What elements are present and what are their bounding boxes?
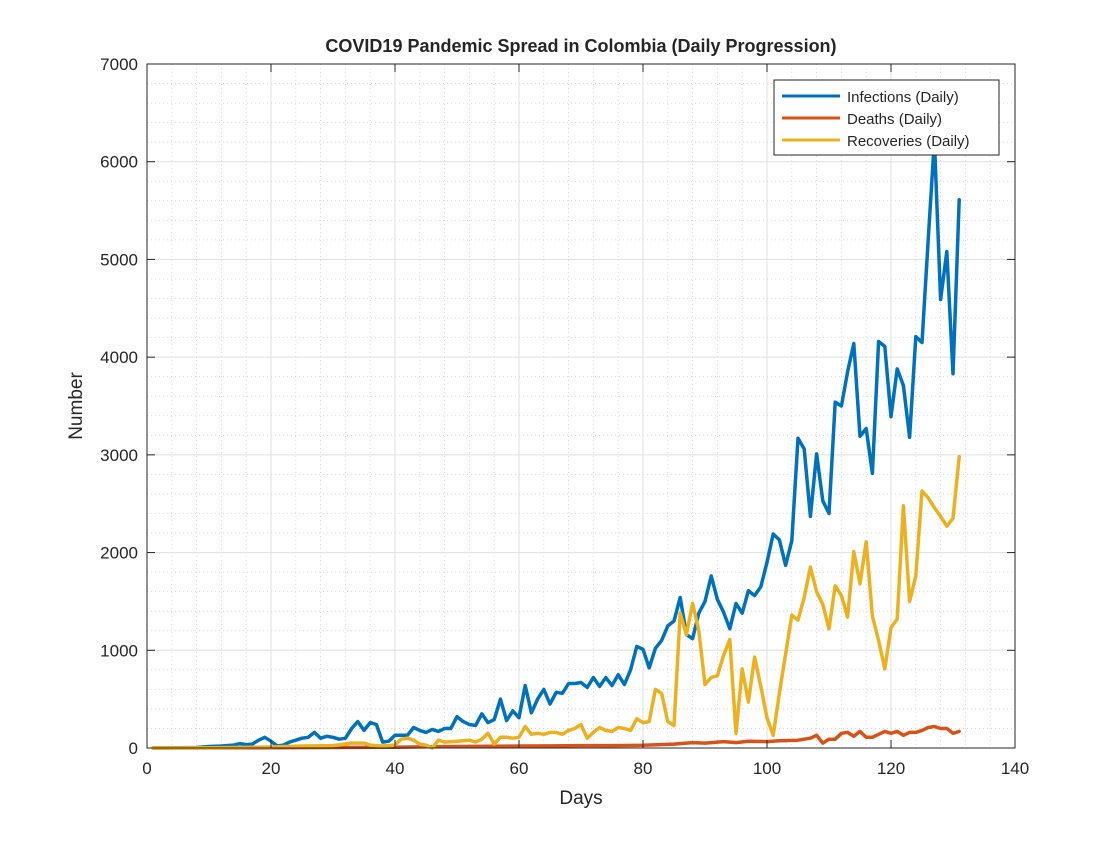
y-axis-label: Number — [66, 372, 87, 440]
y-tick-label: 6000 — [100, 153, 138, 172]
y-tick-label: 3000 — [100, 446, 138, 465]
y-tick-labels: 0 1000 2000 3000 4000 5000 6000 7000 — [100, 55, 138, 758]
series-line-deaths — [151, 724, 961, 750]
minor-grid — [147, 64, 1015, 748]
x-tick-label: 0 — [142, 759, 151, 778]
series-line-recoveries — [151, 455, 961, 750]
y-tick-label: 1000 — [100, 641, 138, 660]
major-grid — [147, 64, 1015, 748]
x-tick-label: 80 — [634, 759, 653, 778]
plot-area — [147, 64, 1015, 748]
y-tick-label: 4000 — [100, 348, 138, 367]
legend-label-infections: Infections (Daily) — [847, 89, 959, 106]
x-tick-label: 20 — [262, 759, 281, 778]
plot-frame — [146, 63, 1016, 749]
x-tick-label: 40 — [386, 759, 405, 778]
tick-marks — [146, 63, 1016, 749]
x-tick-label: 140 — [1001, 759, 1029, 778]
x-tick-labels: 0 20 40 60 80 100 120 140 — [142, 759, 1029, 778]
legend-label-deaths: Deaths (Daily) — [847, 111, 942, 128]
series-layer — [151, 138, 961, 750]
y-tick-label: 0 — [129, 739, 138, 758]
legend: Infections (Daily) Deaths (Daily) Recove… — [773, 79, 1000, 156]
y-tick-label: 2000 — [100, 544, 138, 563]
y-tick-label: 7000 — [100, 55, 138, 74]
y-tick-label: 5000 — [100, 250, 138, 269]
chart-title: COVID19 Pandemic Spread in Colombia (Dai… — [325, 36, 836, 56]
x-tick-label: 60 — [510, 759, 529, 778]
series-line-infections — [151, 138, 961, 750]
x-tick-label: 100 — [753, 759, 781, 778]
x-tick-label: 120 — [877, 759, 905, 778]
x-axis-label: Days — [559, 788, 602, 809]
legend-label-recoveries: Recoveries (Daily) — [847, 133, 970, 150]
